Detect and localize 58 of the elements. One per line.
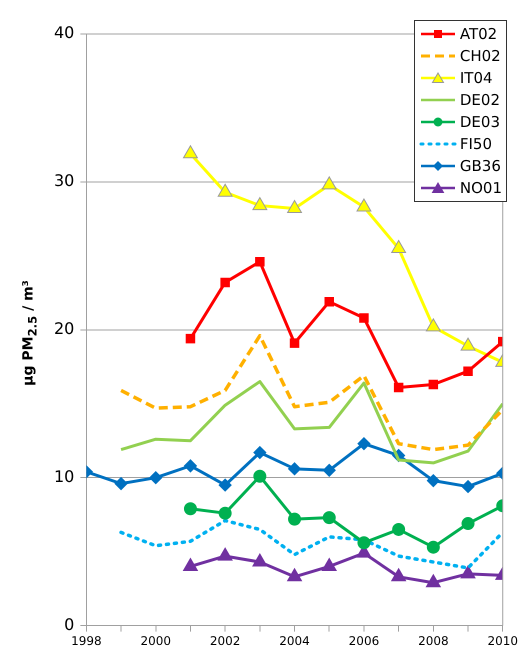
point	[357, 536, 370, 550]
point	[220, 278, 230, 288]
point	[462, 517, 475, 530]
point	[253, 470, 266, 483]
point	[392, 522, 406, 536]
y-tick-label: 30	[54, 171, 74, 190]
legend-label: CH02	[460, 47, 501, 65]
point	[218, 506, 232, 520]
legend-label: DE02	[460, 91, 500, 109]
point	[426, 318, 441, 332]
point	[255, 257, 265, 267]
y-tick-label: 40	[54, 23, 74, 42]
point	[149, 471, 162, 484]
point	[322, 176, 337, 190]
point	[184, 459, 197, 472]
legend-label: GB36	[460, 157, 501, 175]
legend-label: DE03	[460, 113, 500, 131]
point	[114, 477, 128, 490]
y-tick-label: 20	[54, 318, 74, 338]
point	[288, 462, 302, 476]
x-tick-label: 2004	[279, 634, 310, 648]
point	[356, 198, 372, 212]
point	[322, 511, 336, 524]
legend-label: FI50	[460, 135, 492, 153]
point	[218, 478, 232, 492]
x-tick-label: 1998	[71, 634, 102, 648]
point	[462, 480, 475, 494]
point	[426, 540, 440, 554]
point	[359, 313, 369, 323]
point	[183, 145, 198, 158]
x-tick-label: 2010	[487, 634, 518, 648]
legend-label: IT04	[460, 69, 493, 87]
x-tick-label: 2006	[348, 634, 380, 648]
point	[460, 338, 476, 351]
line-series	[119, 334, 503, 452]
point	[253, 446, 266, 460]
point	[391, 240, 406, 253]
y-tick-label: 0	[64, 614, 74, 634]
x-tick-label: 2008	[418, 634, 449, 648]
point	[357, 437, 370, 450]
point	[287, 200, 302, 214]
point	[322, 464, 336, 477]
x-tick-label: 2000	[140, 634, 172, 648]
point	[218, 184, 233, 197]
point	[290, 338, 300, 348]
point	[394, 382, 404, 392]
y-tick-label: 10	[54, 466, 74, 486]
point	[428, 380, 438, 390]
point	[184, 502, 197, 516]
point	[288, 512, 302, 526]
legend-label: AT02	[460, 25, 498, 43]
point	[324, 296, 334, 306]
point	[252, 197, 268, 210]
point	[426, 474, 440, 488]
x-tick-label: 2002	[210, 634, 240, 648]
point	[186, 334, 196, 344]
point	[463, 366, 473, 376]
legend-label: NO01	[460, 179, 502, 197]
